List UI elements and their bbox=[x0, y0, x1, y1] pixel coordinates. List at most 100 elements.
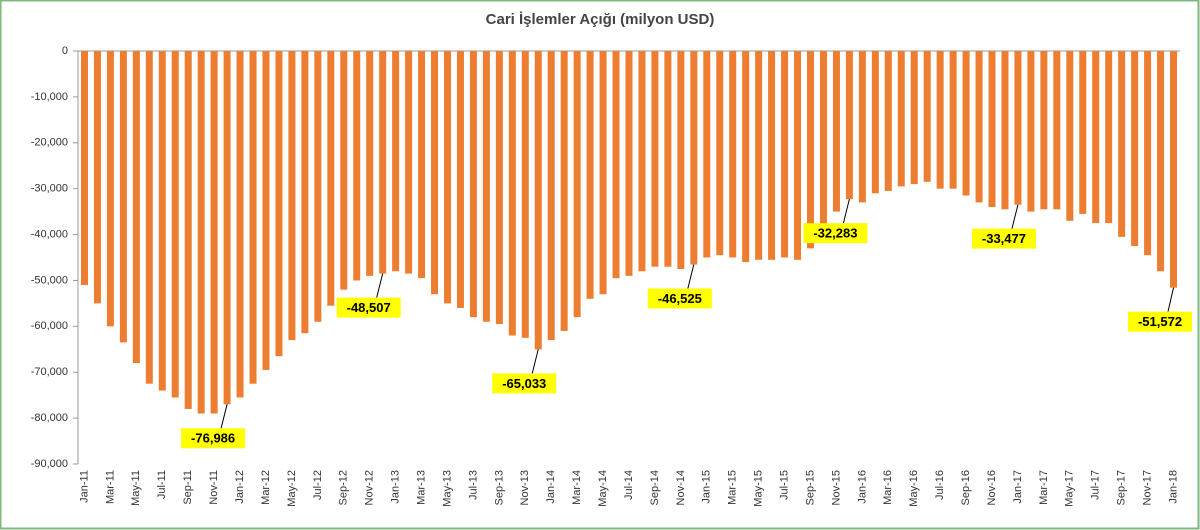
bar bbox=[897, 51, 905, 187]
bar bbox=[1014, 51, 1022, 205]
y-tick-label: -60,000 bbox=[31, 320, 68, 332]
bar bbox=[1105, 51, 1113, 224]
bar bbox=[184, 51, 192, 409]
x-tick-label: May-17 bbox=[1064, 470, 1076, 507]
x-tick-label: Nov-11 bbox=[208, 470, 220, 505]
data-label: -46,525 bbox=[658, 291, 702, 306]
x-tick-label: Nov-15 bbox=[830, 470, 842, 505]
label-leader bbox=[220, 404, 228, 429]
chart-title: Cari İşlemler Açığı (milyon USD) bbox=[486, 11, 715, 28]
bar bbox=[1170, 51, 1178, 288]
bar bbox=[431, 51, 439, 295]
bar bbox=[949, 51, 957, 189]
data-label: -33,477 bbox=[982, 231, 1026, 246]
y-tick-label: -40,000 bbox=[31, 228, 68, 240]
bar bbox=[1027, 51, 1035, 212]
x-tick-label: Sep-17 bbox=[1116, 470, 1128, 505]
bar bbox=[379, 51, 387, 274]
x-tick-label: Sep-13 bbox=[493, 470, 505, 505]
x-tick-label: Mar-14 bbox=[571, 470, 583, 505]
bar bbox=[327, 51, 335, 306]
x-tick-label: Jan-18 bbox=[1167, 470, 1179, 504]
y-tick-label: -50,000 bbox=[31, 274, 68, 286]
x-tick-label: May-13 bbox=[441, 470, 453, 507]
bar bbox=[353, 51, 361, 281]
x-tick-label: May-12 bbox=[286, 470, 298, 507]
bar bbox=[651, 51, 659, 267]
bar bbox=[314, 51, 322, 322]
x-tick-label: Sep-11 bbox=[182, 470, 194, 505]
x-tick-label: Sep-16 bbox=[960, 470, 972, 505]
bar bbox=[534, 51, 542, 350]
bar bbox=[119, 51, 127, 343]
bar bbox=[755, 51, 763, 260]
x-tick-label: May-16 bbox=[908, 470, 920, 507]
bar bbox=[171, 51, 179, 398]
bar bbox=[910, 51, 918, 185]
data-label: -32,283 bbox=[813, 226, 857, 241]
data-label: -51,572 bbox=[1138, 314, 1182, 329]
bar bbox=[573, 51, 581, 318]
y-tick-label: -30,000 bbox=[31, 183, 68, 195]
bar bbox=[1092, 51, 1100, 224]
y-tick-label: -90,000 bbox=[31, 458, 68, 470]
bar bbox=[197, 51, 205, 414]
x-tick-label: Mar-16 bbox=[882, 470, 894, 505]
label-leader bbox=[687, 264, 695, 289]
bar bbox=[340, 51, 348, 290]
x-tick-label: Jan-14 bbox=[545, 470, 557, 504]
bar bbox=[858, 51, 866, 203]
x-tick-label: Jan-16 bbox=[856, 470, 868, 504]
bar bbox=[508, 51, 516, 336]
bar bbox=[768, 51, 776, 260]
x-tick-label: Jul-13 bbox=[467, 470, 479, 500]
bar bbox=[392, 51, 400, 272]
bar bbox=[132, 51, 140, 364]
bar bbox=[729, 51, 737, 258]
bar bbox=[599, 51, 607, 295]
bar bbox=[158, 51, 166, 391]
bar bbox=[962, 51, 970, 196]
label-box bbox=[492, 373, 557, 394]
bar bbox=[469, 51, 477, 318]
bar bbox=[988, 51, 996, 208]
y-tick-label: 0 bbox=[62, 45, 68, 57]
bar bbox=[677, 51, 685, 269]
x-tick-label: Jan-13 bbox=[390, 470, 402, 504]
bar bbox=[80, 51, 88, 286]
bar bbox=[1144, 51, 1152, 256]
bar bbox=[262, 51, 270, 370]
x-tick-label: Jul-17 bbox=[1090, 470, 1102, 500]
bar bbox=[612, 51, 620, 279]
bar bbox=[521, 51, 529, 338]
x-tick-label: Sep-14 bbox=[649, 470, 661, 505]
bar bbox=[742, 51, 750, 263]
y-tick-label: -10,000 bbox=[31, 91, 68, 103]
bar bbox=[275, 51, 283, 357]
data-label: -48,507 bbox=[347, 300, 391, 315]
bar bbox=[210, 51, 218, 414]
x-tick-label: Mar-15 bbox=[727, 470, 739, 505]
bar bbox=[871, 51, 879, 194]
bar bbox=[819, 51, 827, 235]
x-tick-label: Jul-11 bbox=[156, 470, 168, 499]
bar bbox=[638, 51, 646, 272]
x-tick-label: Jul-14 bbox=[623, 470, 635, 500]
x-tick-label: May-14 bbox=[597, 470, 609, 507]
label-box bbox=[803, 223, 868, 244]
bar bbox=[1118, 51, 1126, 237]
bar bbox=[547, 51, 555, 341]
bar bbox=[106, 51, 114, 327]
x-tick-label: Nov-17 bbox=[1141, 470, 1153, 505]
label-leader bbox=[1167, 287, 1175, 312]
label-leader bbox=[842, 199, 850, 224]
bar bbox=[249, 51, 257, 384]
data-label: -65,033 bbox=[502, 376, 546, 391]
bar bbox=[1040, 51, 1048, 210]
label-box bbox=[971, 228, 1036, 249]
bar bbox=[495, 51, 503, 325]
x-tick-label: May-15 bbox=[753, 470, 765, 507]
x-tick-label: Jul-12 bbox=[312, 470, 324, 500]
bar bbox=[807, 51, 815, 249]
